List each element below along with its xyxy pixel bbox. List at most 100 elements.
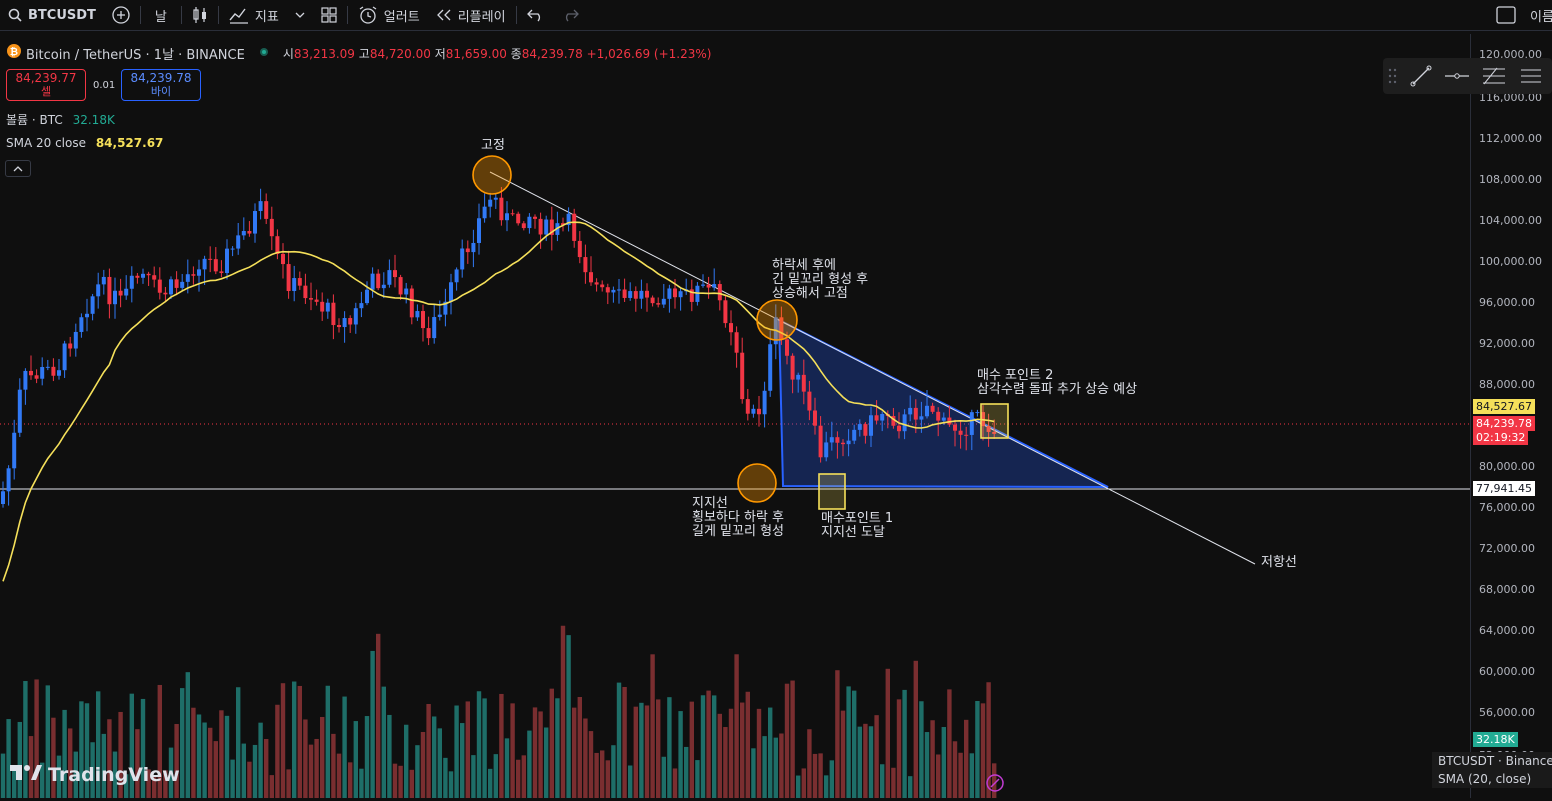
volume-legend[interactable]: 볼륨 · BTC 32.18K <box>6 111 115 128</box>
note-line: 지지선 도달 <box>821 525 885 540</box>
volume-bars <box>0 625 997 798</box>
price-tick: 56,000.00 <box>1479 706 1535 719</box>
templates-button[interactable] <box>313 0 345 30</box>
sell-price: 84,239.77 <box>15 71 77 85</box>
peak-circle[interactable] <box>472 155 512 195</box>
buy-button[interactable]: 84,239.78 바이 <box>121 69 201 101</box>
price-tick: 112,000.00 <box>1479 132 1542 145</box>
support-price-tag: 77,941.45 <box>1473 481 1535 496</box>
price-tick: 72,000.00 <box>1479 542 1535 555</box>
fib-retracement-icon[interactable] <box>1475 58 1511 94</box>
candle-body <box>874 415 879 421</box>
symbol-search[interactable]: BTCUSDT <box>0 0 104 30</box>
candle-body <box>331 302 336 326</box>
candle-body <box>443 301 448 315</box>
volume-bar <box>275 704 280 798</box>
volume-bar <box>129 693 134 798</box>
candle-body <box>807 391 812 411</box>
indicators-dropdown[interactable] <box>287 0 313 30</box>
indicators-button[interactable]: 지표 <box>221 0 287 30</box>
candle-body <box>477 218 481 243</box>
note-line: 상승해서 고점 <box>772 286 848 301</box>
wand-icon[interactable] <box>985 773 1005 796</box>
candle-body <box>325 302 330 312</box>
volume-bar <box>768 707 773 798</box>
note-line: 횡보하다 하락 후 <box>692 510 784 525</box>
buy-point-1-note[interactable]: 매수포인트 1 지지선 도달 <box>821 512 893 540</box>
support-note[interactable]: 지지선 횡보하다 하락 후 길게 밑꼬리 형성 <box>692 497 784 539</box>
volume-bar <box>252 744 258 798</box>
candle-body <box>533 216 537 219</box>
candle-body <box>146 273 151 276</box>
candle-body <box>712 284 717 288</box>
add-symbol-icon <box>112 6 130 24</box>
second-peak-circle[interactable] <box>756 299 798 341</box>
candle-body <box>897 425 901 432</box>
candle-body <box>421 311 425 329</box>
sma-legend[interactable]: SMA 20 close 84,527.67 <box>6 136 163 150</box>
volume-bar <box>107 719 112 798</box>
alert-button[interactable]: 얼러트 <box>350 0 428 30</box>
volume-bar <box>773 737 778 798</box>
drag-handle-icon[interactable] <box>1383 58 1403 94</box>
collapse-legend-button[interactable] <box>5 160 31 177</box>
sell-label: 셀 <box>40 85 52 98</box>
volume-tag: 32.18K <box>1473 732 1518 747</box>
trend-line-icon[interactable] <box>1403 58 1439 94</box>
chart-pane[interactable] <box>0 34 1470 798</box>
data-window[interactable]: BTCUSDT · Binance SMA (20, close) <box>1432 752 1552 788</box>
buy-point-2-box[interactable] <box>980 403 1009 439</box>
price-tick: 108,000.00 <box>1479 173 1542 186</box>
volume-bar <box>96 691 101 798</box>
candles-icon <box>192 6 208 24</box>
volume-bar <box>45 685 50 798</box>
layout-name[interactable]: 이름 <box>1530 9 1552 25</box>
symbol-title[interactable]: Bitcoin / TetherUS · 1날 · BINANCE <box>26 47 245 63</box>
candle-body <box>264 201 269 219</box>
buy-point-2-note[interactable]: 매수 포인트 2 삼각수렴 돌파 추가 상승 예상 <box>977 369 1137 397</box>
candle-body <box>941 417 946 421</box>
candle-body <box>465 248 470 253</box>
candle-body <box>432 317 437 339</box>
volume-bar <box>499 693 504 798</box>
interval-button[interactable]: 날 <box>154 9 167 25</box>
horizontal-ray-icon[interactable] <box>1439 58 1475 94</box>
top-toolbar: BTCUSDT 날 지표 얼러트 <box>0 0 1552 31</box>
volume-bar <box>342 696 347 798</box>
second-peak-note[interactable]: 하락세 후에 긴 밑꼬리 형성 후 상승해서 고점 <box>772 259 868 301</box>
volume-bar <box>751 748 756 798</box>
candle-body <box>197 269 201 276</box>
menu-icon[interactable] <box>1511 58 1547 94</box>
buy-point-1-box[interactable] <box>818 473 846 510</box>
candle-body <box>185 274 190 282</box>
volume-bar <box>370 650 375 798</box>
candle-body <box>247 230 252 234</box>
sell-button[interactable]: 84,239.77 셀 <box>6 69 86 101</box>
tradingview-logo[interactable]: TradingView <box>10 763 180 786</box>
chart-type-button[interactable] <box>184 0 216 30</box>
candle-body <box>510 213 515 215</box>
candle-body <box>633 291 638 299</box>
resistance-line[interactable] <box>489 171 1256 565</box>
candle-body <box>163 292 168 295</box>
volume-bar <box>230 759 235 798</box>
candle-body <box>62 343 67 371</box>
volume-bar <box>969 753 974 798</box>
compare-button[interactable] <box>104 0 138 30</box>
undo-button[interactable] <box>519 0 553 30</box>
price-chart[interactable] <box>0 34 1470 798</box>
candle-body <box>107 276 112 305</box>
price-tick: 104,000.00 <box>1479 214 1542 227</box>
peak-note[interactable]: 고정 <box>481 138 505 153</box>
replay-button[interactable]: 리플레이 <box>428 0 514 30</box>
resistance-note[interactable]: 저항선 <box>1261 555 1297 570</box>
redo-button[interactable] <box>553 0 587 30</box>
fullscreen-button[interactable] <box>1488 0 1524 30</box>
candle-body <box>342 318 347 328</box>
price-axis[interactable]: 120,000.00 116,000.00 112,000.00 108,000… <box>1470 34 1552 798</box>
volume-bar <box>17 721 22 798</box>
candle-body <box>678 291 683 298</box>
support-circle[interactable] <box>737 463 777 503</box>
volume-bar <box>6 719 11 798</box>
candle-body <box>818 425 823 458</box>
